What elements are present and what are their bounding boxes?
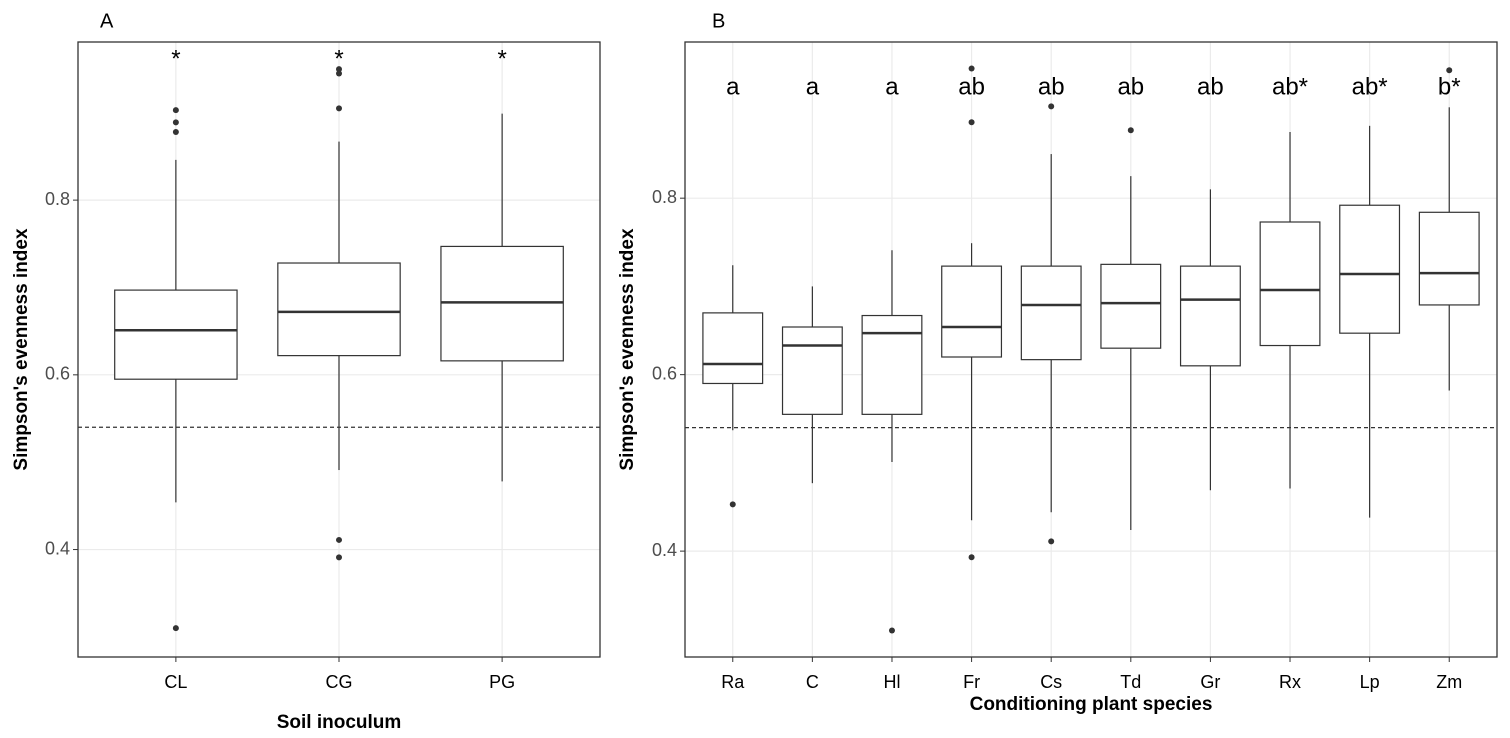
y-axis-label: Simpson's evenness index <box>617 228 638 471</box>
plot-border <box>684 41 1498 658</box>
x-tick-label: CG <box>326 672 353 692</box>
outlier <box>336 554 342 561</box>
annotation: * <box>334 45 343 72</box>
outlier <box>1446 67 1453 74</box>
box <box>1259 221 1321 347</box>
x-tick-label: Td <box>1120 672 1141 692</box>
annotation: ab <box>1197 73 1224 100</box>
annotation: ab* <box>1272 73 1308 100</box>
outlier <box>968 65 975 72</box>
x-tick-label: Ra <box>721 672 745 692</box>
x-tick-label: Rx <box>1279 672 1301 692</box>
outlier <box>336 105 342 112</box>
box <box>440 245 564 362</box>
annotation: * <box>497 45 506 72</box>
box <box>114 289 238 380</box>
outlier <box>336 536 342 543</box>
box <box>1020 265 1082 361</box>
y-tick-label: 0.4 <box>45 538 70 558</box>
outlier <box>729 501 736 508</box>
outlier <box>968 554 975 561</box>
outlier <box>172 128 179 135</box>
outlier <box>336 70 342 77</box>
y-tick-label: 0.8 <box>45 189 70 209</box>
annotation: ab <box>958 73 985 100</box>
annotation: * <box>171 45 180 72</box>
y-axis-label: Simpson's evenness index <box>11 228 32 471</box>
outlier <box>172 119 179 126</box>
x-tick-label: Lp <box>1360 672 1380 692</box>
plot-border <box>77 41 601 658</box>
outlier <box>172 107 179 114</box>
outlier <box>172 625 179 632</box>
box <box>1100 263 1162 349</box>
x-tick-label: Zm <box>1436 672 1462 692</box>
y-tick-label: 0.4 <box>652 540 677 560</box>
box <box>1179 265 1241 367</box>
box <box>781 326 843 415</box>
x-tick-label: PG <box>489 672 515 692</box>
panel-label: A <box>100 10 114 32</box>
y-tick-label: 0.6 <box>652 363 677 383</box>
x-tick-label: Fr <box>963 672 980 692</box>
outlier <box>336 66 342 73</box>
y-tick-label: 0.6 <box>45 364 70 384</box>
panel-label: B <box>712 10 725 32</box>
annotation: ab <box>1117 73 1144 100</box>
x-tick-label: Hl <box>883 672 900 692</box>
box <box>1418 211 1480 306</box>
annotation: a <box>885 73 899 100</box>
annotation: b* <box>1438 73 1461 100</box>
x-tick-label: C <box>806 672 819 692</box>
x-axis-label: Soil inoculum <box>277 712 402 733</box>
annotation: ab* <box>1352 73 1388 100</box>
box <box>702 312 764 385</box>
box <box>861 314 923 415</box>
y-tick-label: 0.8 <box>652 187 677 207</box>
x-tick-label: Gr <box>1200 672 1220 692</box>
outlier <box>888 627 895 634</box>
box <box>277 262 401 357</box>
outlier <box>968 119 975 126</box>
annotation: a <box>806 73 820 100</box>
box <box>941 265 1003 358</box>
x-tick-label: Cs <box>1040 672 1062 692</box>
annotation: ab <box>1038 73 1065 100</box>
x-tick-label: CL <box>164 672 187 692</box>
outlier <box>1127 127 1134 134</box>
outlier <box>1048 103 1055 110</box>
box <box>1339 204 1401 334</box>
outlier <box>1048 538 1055 545</box>
annotation: a <box>726 73 740 100</box>
x-axis-label: Conditioning plant species <box>970 694 1213 715</box>
